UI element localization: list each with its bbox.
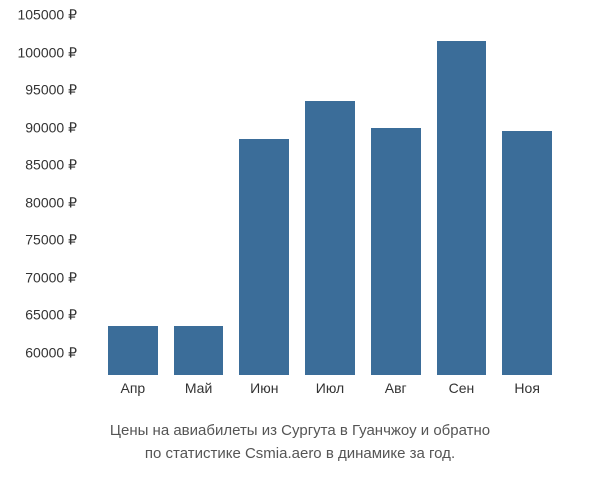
y-tick-label: 70000 ₽ <box>25 269 77 286</box>
y-tick-label: 85000 ₽ <box>25 157 77 174</box>
x-tick-label: Июл <box>305 380 355 396</box>
y-tick-label: 65000 ₽ <box>25 307 77 324</box>
bar <box>502 131 552 375</box>
y-tick-label: 105000 ₽ <box>17 7 77 24</box>
bars-group <box>90 15 570 375</box>
bar <box>174 326 224 375</box>
chart-plot <box>90 15 570 375</box>
caption-line-2: по статистике Csmia.aero в динамике за г… <box>0 443 600 466</box>
y-tick-label: 100000 ₽ <box>17 44 77 61</box>
x-tick-label: Авг <box>371 380 421 396</box>
bar <box>305 101 355 375</box>
x-tick-label: Апр <box>108 380 158 396</box>
y-tick-label: 95000 ₽ <box>25 82 77 99</box>
y-tick-label: 90000 ₽ <box>25 119 77 136</box>
bar <box>108 326 158 375</box>
bar <box>239 139 289 375</box>
y-tick-label: 75000 ₽ <box>25 232 77 249</box>
y-axis: 60000 ₽ 65000 ₽ 70000 ₽ 75000 ₽ 80000 ₽ 85000… <box>0 15 85 375</box>
caption-line-1: Цены на авиабилеты из Сургута в Гуанчжоу… <box>0 420 600 443</box>
bar <box>371 128 421 376</box>
chart-caption: Цены на авиабилеты из Сургута в Гуанчжоу… <box>0 420 600 465</box>
x-tick-label: Июн <box>239 380 289 396</box>
x-tick-label: Май <box>174 380 224 396</box>
x-tick-label: Сен <box>437 380 487 396</box>
x-axis: Апр Май Июн Июл Авг Сен Ноя <box>90 380 570 396</box>
y-tick-label: 60000 ₽ <box>25 344 77 361</box>
y-tick-label: 80000 ₽ <box>25 194 77 211</box>
x-tick-label: Ноя <box>502 380 552 396</box>
bar <box>437 41 487 375</box>
